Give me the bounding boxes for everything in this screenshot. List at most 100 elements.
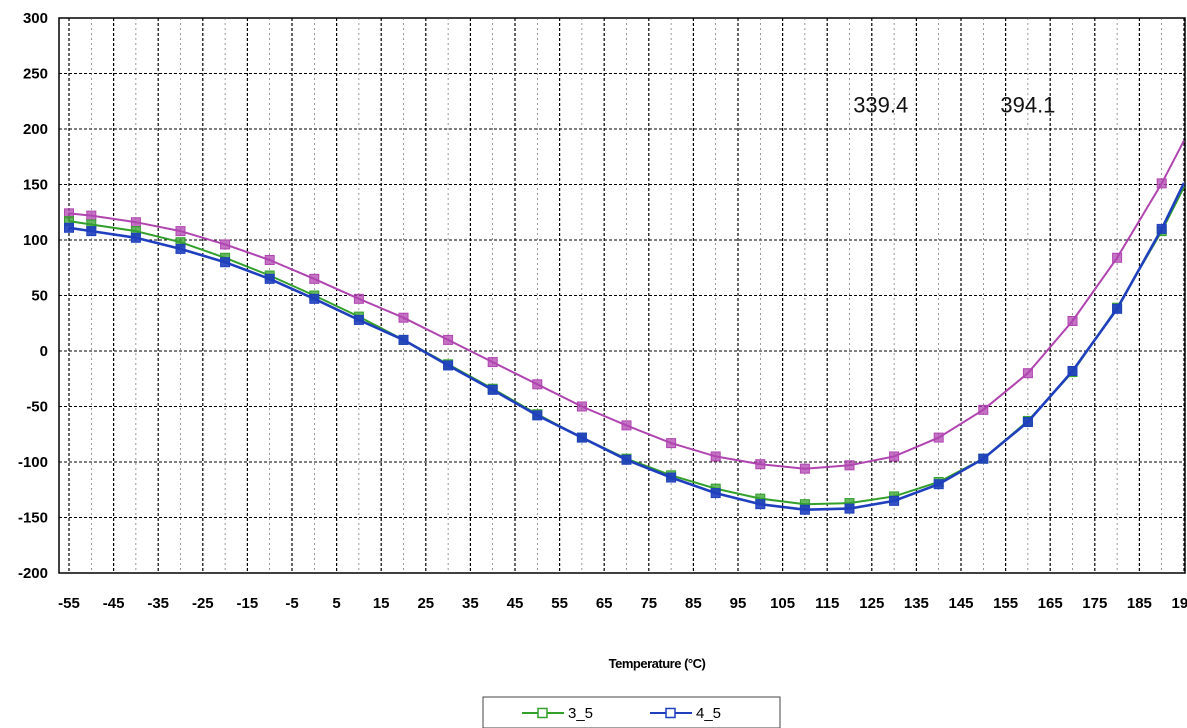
x-tick-label: 125 (859, 595, 884, 612)
y-tick-label: -50 (26, 399, 48, 416)
x-tick-label: 185 (1127, 595, 1152, 612)
data-point (576, 432, 587, 443)
data-point (64, 222, 74, 233)
x-tick-label: -25 (192, 595, 214, 612)
data-point (978, 404, 989, 415)
x-tick-label: 45 (507, 595, 524, 612)
data-point (264, 273, 275, 284)
x-tick-label: -55 (58, 595, 80, 612)
data-point (130, 232, 141, 243)
data-point (1112, 252, 1123, 263)
data-point (487, 384, 498, 395)
x-tick-label: 155 (993, 595, 1018, 612)
legend-marker (537, 707, 548, 719)
data-point (1156, 223, 1167, 234)
data-point (130, 217, 141, 228)
data-point (978, 453, 989, 464)
x-tick-label: 5 (332, 595, 340, 612)
data-point (710, 488, 721, 499)
legend-label: 3_5 (568, 705, 593, 722)
data-point (220, 257, 231, 268)
data-point (398, 312, 409, 323)
y-tick-label: 300 (23, 10, 48, 27)
data-point (264, 254, 275, 265)
x-tick-label: 65 (596, 595, 613, 612)
x-axis-ticks: -55 -45 -35 -25 -15 -5 5 15 25 35 45 55 65 75 85 95 105 1… (58, 595, 1187, 612)
annotations: 339.4 394.1 (853, 93, 1055, 118)
data-point (844, 503, 855, 514)
legend-label: 4_5 (696, 705, 721, 722)
data-point (755, 459, 766, 470)
annotation-label: 339.4 (853, 93, 908, 118)
y-tick-label: 150 (23, 177, 48, 194)
data-point (666, 472, 677, 483)
y-tick-label: 250 (23, 66, 48, 83)
data-point (755, 499, 766, 510)
x-tick-label: 85 (685, 595, 702, 612)
data-point (1022, 417, 1033, 428)
x-tick-label: -45 (103, 595, 125, 612)
x-tick-label: -35 (147, 595, 169, 612)
data-point (1022, 368, 1033, 379)
y-tick-label: 200 (23, 121, 48, 138)
x-tick-label: 105 (770, 595, 795, 612)
data-point (86, 226, 97, 237)
data-point (621, 420, 632, 431)
x-tick-label: 145 (948, 595, 973, 612)
data-point (799, 504, 810, 515)
data-point (86, 210, 97, 221)
data-point (532, 410, 543, 421)
legend: 3_5 4_5 (482, 696, 781, 728)
data-point (309, 273, 320, 284)
data-point (889, 451, 900, 462)
data-point (443, 334, 454, 345)
x-tick-label: 115 (815, 595, 839, 612)
x-tick-label: 175 (1082, 595, 1107, 612)
x-axis-label: Temperature (°C) (609, 656, 706, 671)
x-tick-label: 165 (1038, 595, 1063, 612)
data-point (487, 357, 498, 368)
data-point (1156, 178, 1167, 189)
y-tick-label: -150 (18, 510, 48, 527)
data-point (175, 243, 186, 254)
data-point (443, 360, 454, 371)
data-point (576, 401, 587, 412)
y-tick-label: -200 (18, 565, 48, 582)
data-point (889, 495, 900, 506)
x-tick-label: 15 (373, 595, 390, 612)
data-point (1067, 316, 1078, 327)
data-point (710, 451, 721, 462)
legend-marker (665, 707, 676, 719)
data-point (799, 463, 810, 474)
x-tick-label: 75 (640, 595, 657, 612)
data-point (532, 379, 543, 390)
y-axis-ticks: 300 250 200 150 100 50 0 -50 -100 -150 -200 (18, 10, 48, 582)
y-tick-label: 100 (23, 232, 48, 249)
data-point (220, 239, 231, 250)
x-tick-label: 55 (551, 595, 568, 612)
x-tick-label: 95 (730, 595, 747, 612)
data-point (1067, 365, 1078, 376)
data-point (398, 334, 409, 345)
x-tick-label: 35 (462, 595, 479, 612)
y-tick-label: 0 (40, 343, 48, 360)
x-tick-label: -15 (237, 595, 259, 612)
x-tick-label: 25 (417, 595, 434, 612)
data-point (933, 479, 944, 490)
x-tick-label: 195 (1171, 595, 1187, 612)
x-tick-label: -5 (285, 595, 298, 612)
data-point (1112, 303, 1123, 314)
y-tick-label: -100 (18, 454, 48, 471)
data-point (621, 454, 632, 465)
data-point (844, 460, 855, 471)
data-point (933, 432, 944, 443)
data-point (309, 293, 320, 304)
data-point (666, 438, 677, 449)
data-point (175, 226, 186, 237)
data-point (353, 293, 364, 304)
y-tick-label: 50 (31, 288, 48, 305)
data-point (353, 314, 364, 325)
annotation-label: 394.1 (1000, 93, 1055, 118)
grid (59, 18, 1185, 573)
